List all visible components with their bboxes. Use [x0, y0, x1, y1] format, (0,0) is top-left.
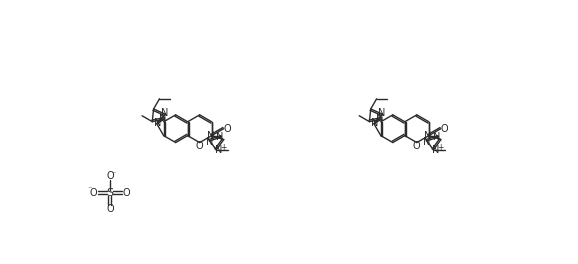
Text: N: N — [159, 114, 166, 124]
Text: O: O — [122, 188, 130, 198]
Text: N: N — [161, 109, 168, 118]
Text: N: N — [433, 132, 440, 142]
Text: N: N — [206, 137, 213, 147]
Text: N: N — [207, 131, 214, 141]
Text: +: + — [437, 143, 443, 152]
Text: N: N — [371, 118, 379, 128]
Text: N: N — [215, 145, 223, 155]
Text: O: O — [196, 141, 203, 151]
Text: N: N — [378, 109, 386, 118]
Text: N: N — [154, 118, 161, 128]
Text: O: O — [106, 171, 114, 181]
Text: ⁻: ⁻ — [88, 184, 92, 193]
Text: S: S — [106, 188, 113, 198]
Text: O: O — [224, 124, 231, 134]
Text: O: O — [413, 141, 421, 151]
Text: N: N — [376, 114, 383, 124]
Text: O: O — [90, 188, 98, 198]
Text: +: + — [220, 143, 227, 152]
Text: N: N — [423, 137, 431, 147]
Text: N: N — [424, 131, 432, 141]
Text: O: O — [106, 204, 114, 214]
Text: N: N — [216, 132, 223, 142]
Text: O: O — [441, 124, 449, 134]
Text: N: N — [432, 145, 439, 155]
Text: ⁻: ⁻ — [112, 169, 116, 178]
